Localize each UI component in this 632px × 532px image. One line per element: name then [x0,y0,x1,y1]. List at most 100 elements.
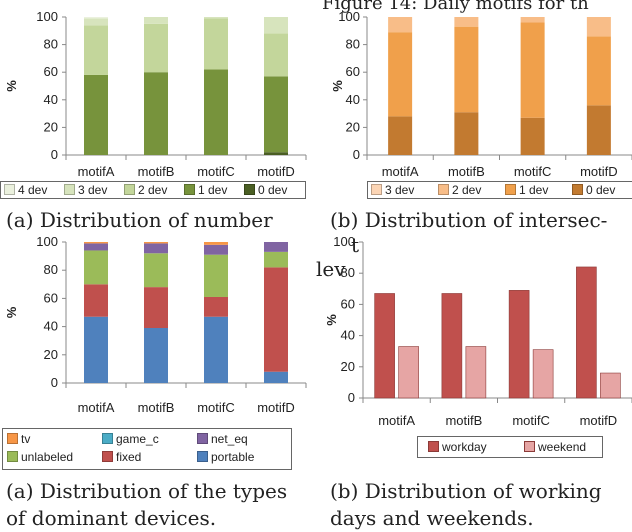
y-tick-label: 20 [44,119,58,134]
y-tick-label: 80 [44,37,58,52]
legend-swatch [244,184,255,195]
bar-segment-0-dev [454,112,479,155]
legend-swatch [184,184,195,195]
legend-swatch [197,451,208,462]
x-tick-label: motifB [138,164,175,179]
y-tick-label: 20 [341,359,355,374]
y-tick-label: 20 [44,347,58,362]
bar-workday [576,266,597,399]
y-tick-label: 60 [44,64,58,79]
legend-item: 4 dev [4,183,47,197]
y-axis-label: % [4,80,19,92]
legend-label: 2 dev [452,183,482,197]
legend-label: weekend [538,440,587,454]
legend-label: workday [442,440,487,454]
x-tick-label: motifB [138,400,175,415]
bar-segment-3-dev [144,17,168,24]
legend-swatch [64,184,75,195]
bar-weekend [600,372,621,399]
legend-item: workday [428,440,487,454]
bar-segment-2-dev [204,18,228,70]
legend-label: net_eq [211,432,248,446]
x-tick-label: motifC [512,413,550,428]
y-tick-label: 0 [348,390,355,405]
legend-swatch [197,433,208,444]
legend-label: 4 dev [18,183,48,197]
bar-segment-2-dev [264,33,288,77]
y-tick-label: 100 [333,234,355,249]
x-tick-label: motifA [78,164,115,179]
legend-swatch [438,184,449,195]
caption-4-line-2: days and weekends. [330,506,534,530]
x-tick-label: motifC [197,164,235,179]
x-tick-label: motifA [382,164,419,179]
bar-segment-1-dev [204,69,228,155]
y-tick-label: 60 [44,290,58,305]
legend-swatch [505,184,516,195]
x-tick-label: motifB [445,413,482,428]
legend-swatch [102,433,113,444]
bar-segment-2-dev [144,23,168,73]
bar-segment-net-eq [204,244,228,255]
bar-segment-1-dev [520,22,545,118]
bar-segment-net-eq [144,243,168,254]
legend-swatch [428,441,439,452]
y-tick-label: 80 [341,265,355,280]
caption-4-line-1: (b) Distribution of working [330,479,602,503]
x-tick-label: motifA [378,413,415,428]
bar-segment-portable [144,328,168,383]
bar-segment-0-dev [586,105,611,155]
bar-segment-net-eq [84,243,108,251]
bar-segment-fixed [144,287,168,329]
legend-label: tv [21,432,31,446]
bar-segment-2-dev [84,25,108,75]
y-tick-label: 0 [353,147,360,162]
legend-label: 2 dev [138,183,168,197]
y-tick-label: 60 [341,296,355,311]
bar-segment-unlabeled [144,253,168,288]
bar-segment-1-dev [144,72,168,155]
y-axis-label: % [4,306,19,318]
bar-segment-portable [204,316,228,383]
legend-device-types: tv game_c net_eq unlabeled fixed portable [2,428,292,470]
legend-swatch [572,184,583,195]
y-tick-label: 80 [44,262,58,277]
y-axis-label: % [324,314,339,326]
legend-label: 0 dev [258,183,288,197]
bar-segment-1-dev [454,26,479,113]
caption-3-line-1: (a) Distribution of the types [6,479,288,503]
bar-segment-3-dev [204,17,228,19]
legend-item: 2 dev [124,183,167,197]
x-tick-label: motifD [257,164,295,179]
bar-weekend [465,346,487,399]
y-tick-label: 0 [51,147,58,162]
y-axis-label: % [330,80,345,92]
bar-weekend [532,349,554,399]
legend-label: unlabeled [21,450,74,464]
bar-weekend [398,346,419,399]
legend-swatch [102,451,113,462]
legend-swatch [7,433,18,444]
x-tick-label: motifD [580,164,618,179]
figure-title: Figure 14: Daily motifs for th [322,0,589,14]
caption-2: (b) Distribution of intersec- [330,208,608,232]
legend-item: game_c [102,432,159,446]
y-tick-label: 100 [338,9,360,24]
caption-3-line-2: of dominant devices. [6,506,217,530]
bar-segment-1-dev [388,32,413,117]
bar-workday [441,293,463,399]
bar-segment-1-dev [264,76,288,153]
legend-label: 3 dev [385,183,415,197]
bar-segment-0-dev [264,152,288,155]
legend-item: 1 dev [505,183,548,197]
y-tick-label: 40 [346,92,360,107]
y-tick-label: 60 [346,64,360,79]
y-tick-label: 0 [51,375,58,390]
bar-segment-net-eq [264,242,288,252]
legend-label: 1 dev [198,183,228,197]
y-tick-label: 80 [346,37,360,52]
bar-segment-unlabeled [84,250,108,285]
legend-item: net_eq [197,432,248,446]
